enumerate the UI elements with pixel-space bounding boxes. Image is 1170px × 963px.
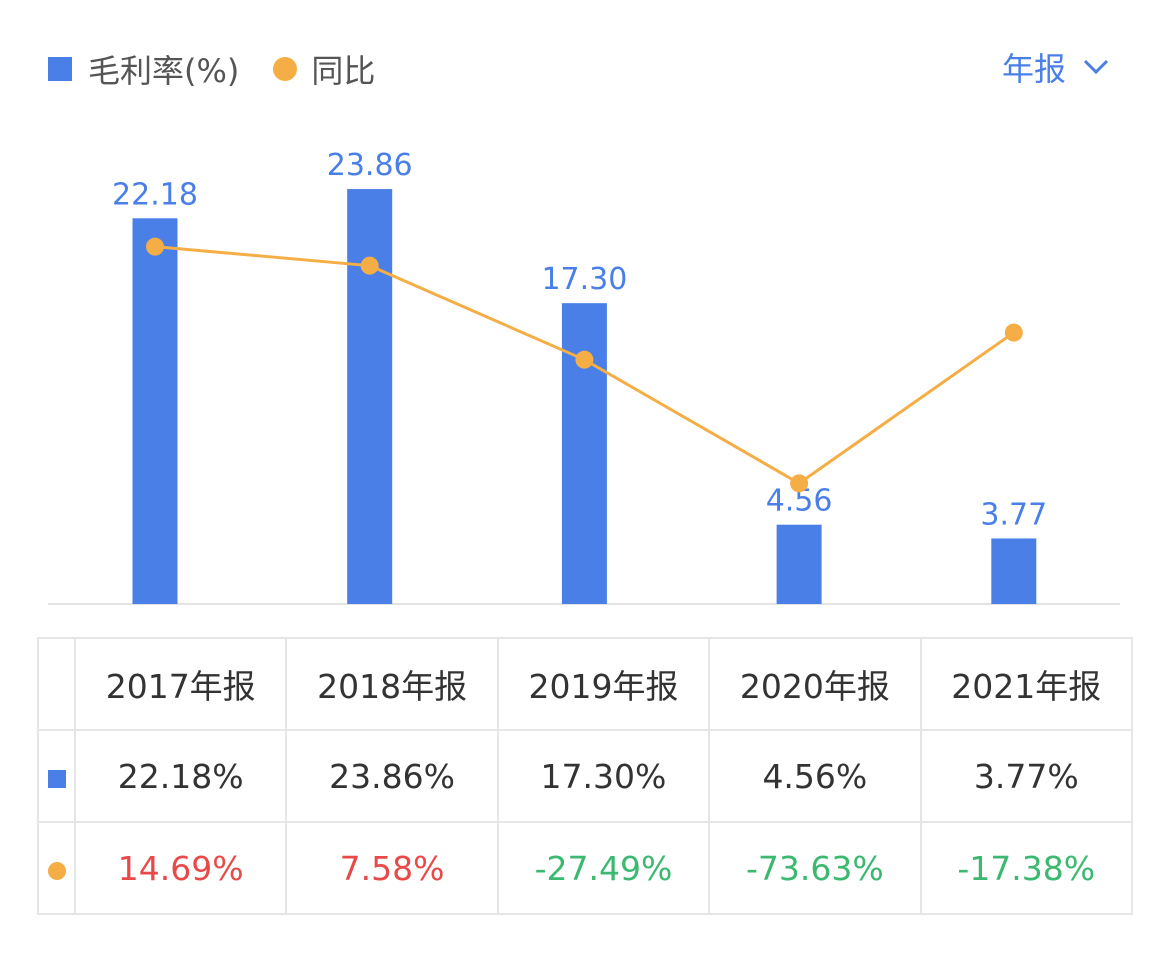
table-cell: 7.58% — [285, 821, 499, 915]
bar — [132, 218, 178, 604]
bar — [991, 538, 1037, 604]
table-header: 2021年报 — [919, 637, 1134, 731]
bar — [347, 189, 393, 605]
bar-value-label: 23.86 — [327, 148, 413, 183]
legend: 毛利率(%) 同比 — [48, 46, 375, 92]
table-header: 2019年报 — [496, 637, 711, 731]
table-header: 2017年报 — [73, 637, 288, 731]
table-row-yoy: 14.69% 7.58% -27.49% -73.63% -17.38% — [37, 821, 1134, 915]
table-header: 2018年报 — [285, 637, 499, 731]
table-cell: 14.69% — [73, 821, 288, 915]
bar — [561, 303, 607, 604]
bar-value-label: 3.77 — [980, 497, 1047, 532]
yoy-point — [360, 256, 379, 275]
table-cell: -73.63% — [708, 821, 922, 915]
yoy-point — [1004, 323, 1023, 342]
table-cell: 3.77% — [919, 729, 1134, 823]
table-row-gross-margin: 22.18% 23.86% 17.30% 4.56% 3.77% — [37, 729, 1134, 823]
table-cell: -17.38% — [919, 821, 1134, 915]
bar-row-marker — [37, 729, 76, 823]
bar-legend-swatch — [48, 57, 72, 81]
bar-value-label: 22.18 — [112, 177, 198, 212]
data-table: 2017年报 2018年报 2019年报 2020年报 2021年报 22.18… — [37, 637, 1134, 915]
line-swatch — [47, 861, 66, 880]
period-label: 年报 — [1001, 50, 1066, 88]
table-header-row: 2017年报 2018年报 2019年报 2020年报 2021年报 — [37, 637, 1134, 731]
yoy-point — [575, 350, 594, 369]
line-row-marker — [37, 821, 76, 915]
table-cell: -27.49% — [496, 821, 711, 915]
yoy-point — [146, 237, 164, 256]
bar-legend-label: 毛利率(%) — [88, 52, 240, 90]
table-cell: 17.30% — [496, 729, 711, 823]
chevron-down-icon — [1083, 59, 1109, 75]
table-cell: 23.86% — [285, 729, 499, 823]
line-legend-swatch — [273, 57, 298, 81]
table-cell: 4.56% — [708, 729, 922, 823]
bar — [776, 524, 822, 604]
yoy-point — [790, 474, 809, 493]
table-cell: 22.18% — [73, 729, 288, 823]
line-legend-label: 同比 — [311, 52, 376, 90]
bar-swatch — [47, 769, 66, 788]
period-selector[interactable]: 年报 — [1002, 44, 1110, 90]
table-corner — [37, 637, 76, 731]
table-header: 2020年报 — [708, 637, 922, 731]
bar-value-label: 17.30 — [541, 262, 627, 297]
